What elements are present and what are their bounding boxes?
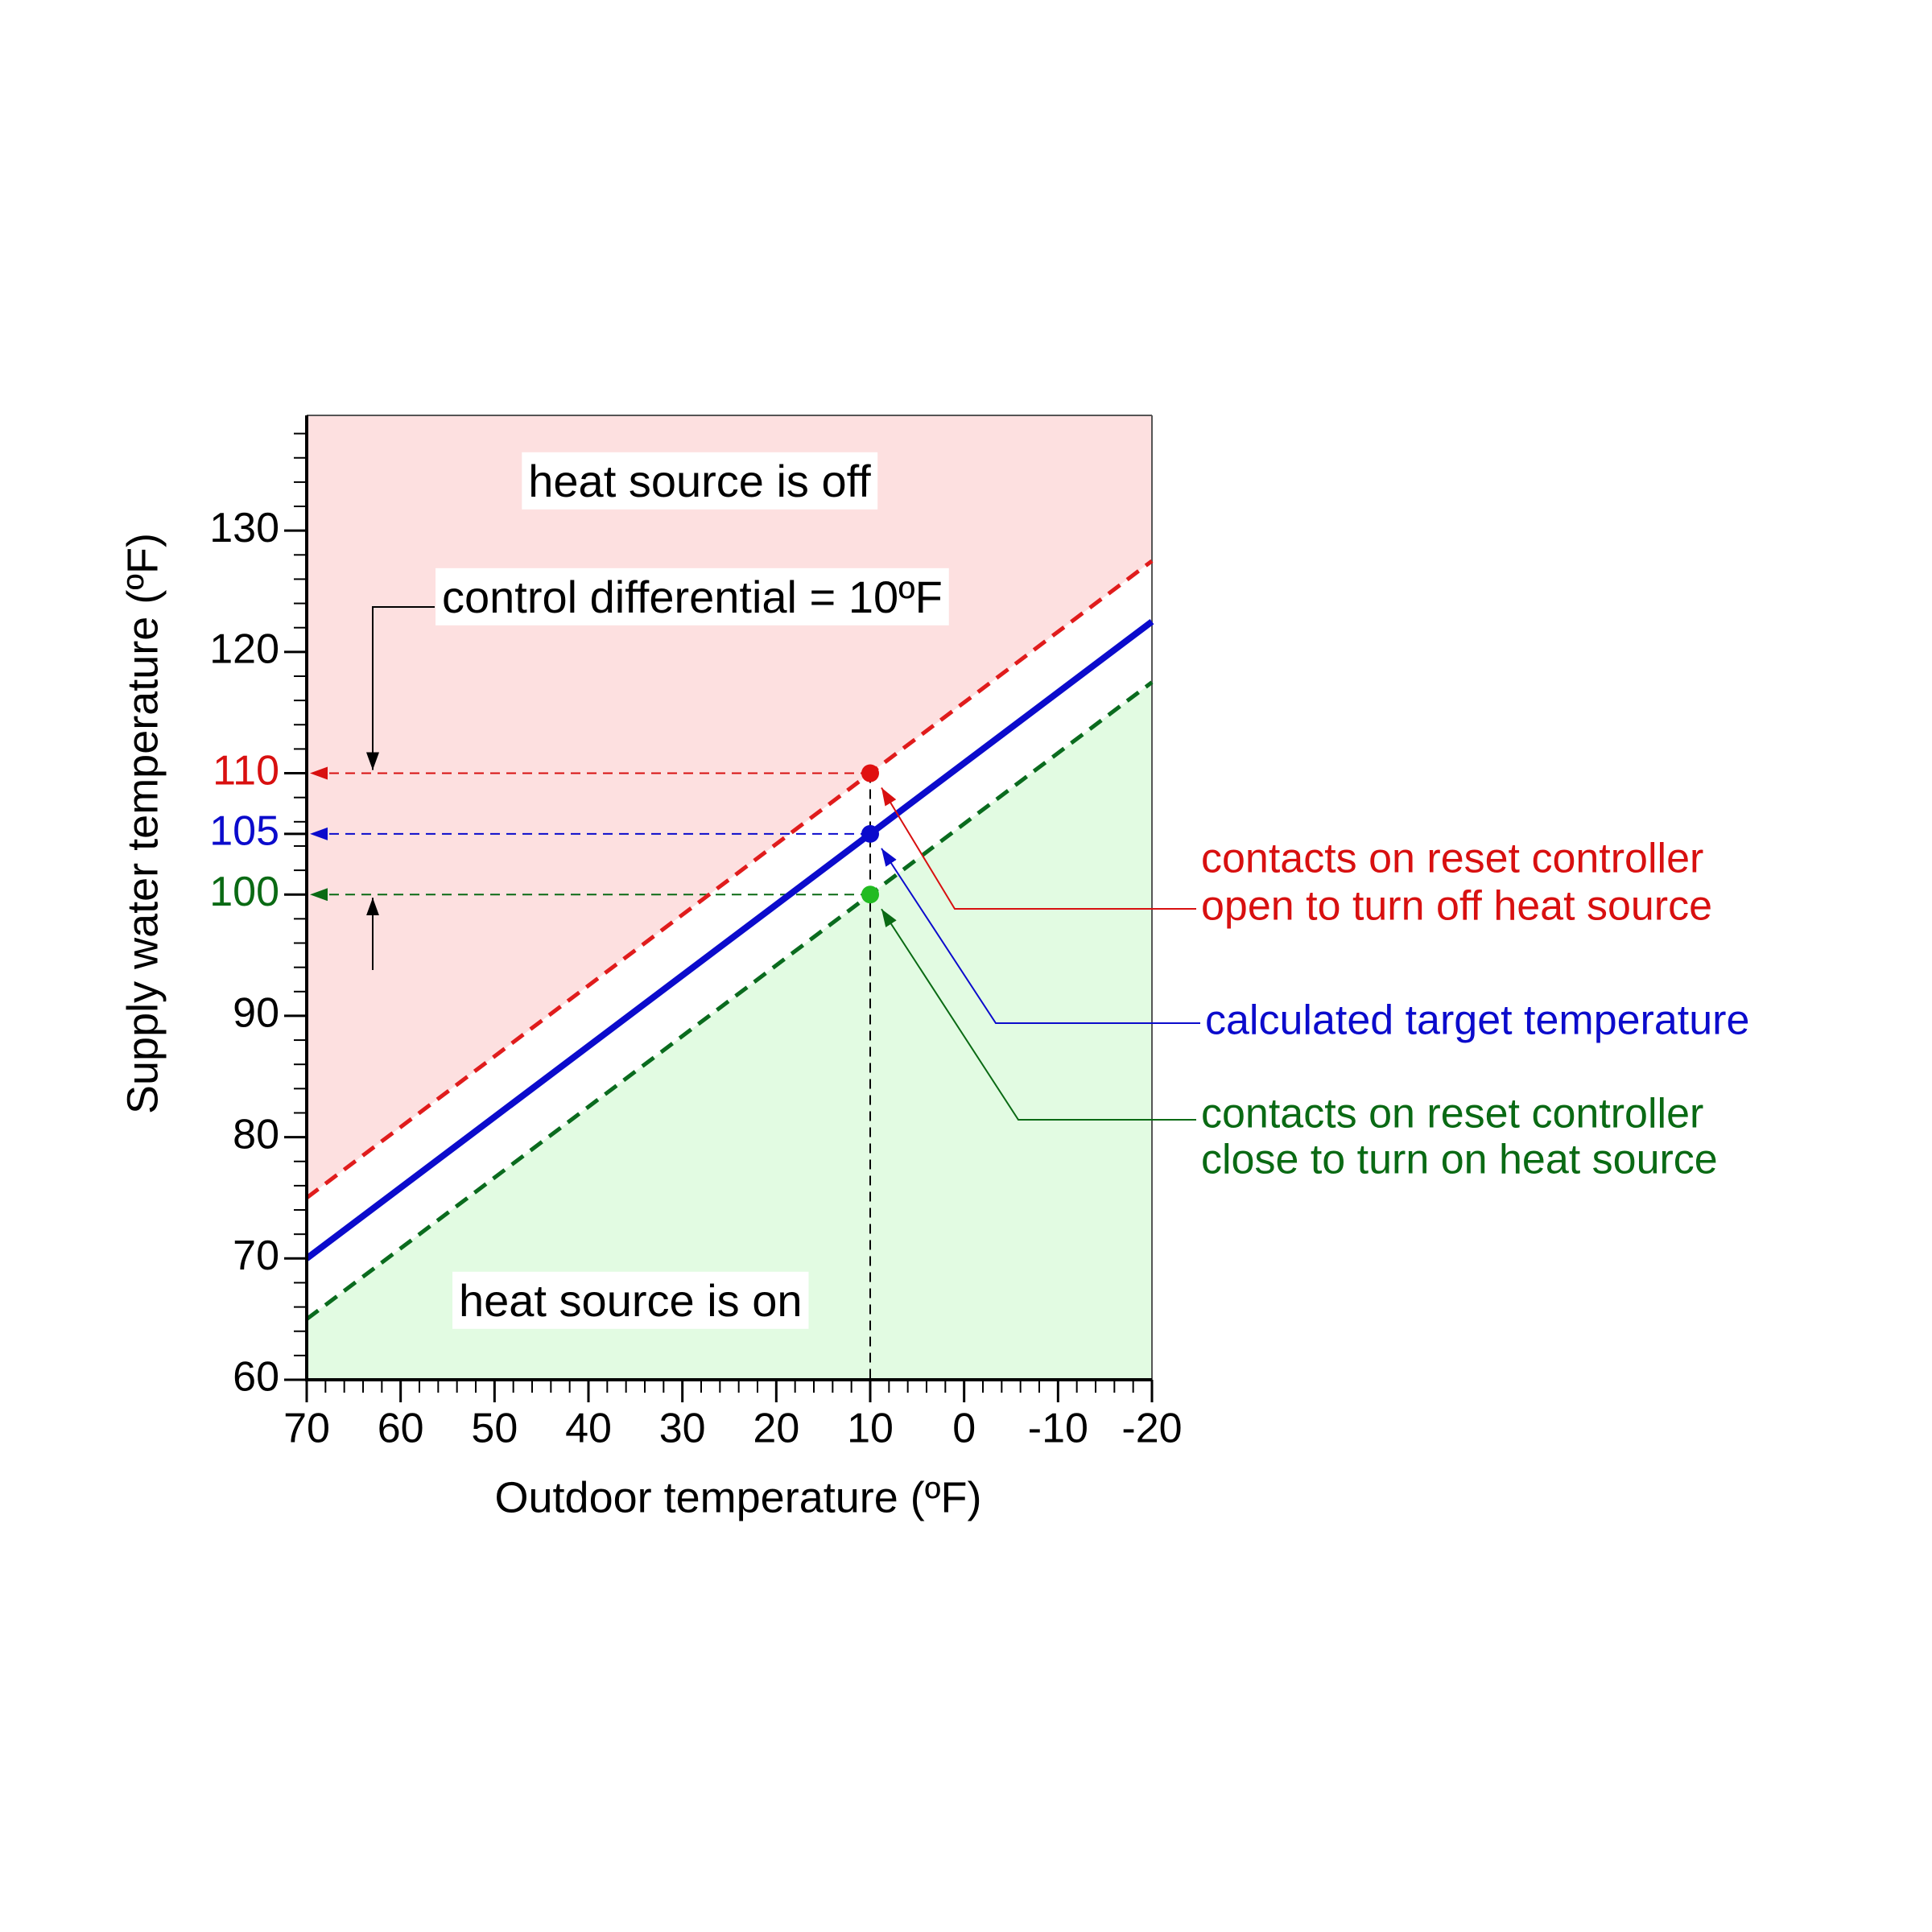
annotation-box [452,1271,809,1329]
y-tick-label: 90 [233,990,279,1037]
x-tick-label: 40 [565,1406,612,1452]
x-tick-label: -20 [1121,1406,1182,1452]
x-tick-label: 0 [952,1406,976,1452]
region-fill [307,682,1152,1380]
y-tick-label: 80 [233,1111,279,1158]
annotation-leader [881,787,1196,910]
y-tick-label: 105 [209,808,279,855]
annotation-line: open to turn off heat source [1201,883,1712,930]
series-line [305,559,1154,1199]
annotation-line: contacts on reset controller [1201,1091,1703,1137]
point [861,764,879,782]
series-line [304,618,1154,1261]
annotation-box [436,568,949,625]
annotation-line: calculated target temperature [1205,997,1749,1044]
x-tick-label: 50 [471,1406,518,1452]
series-line [305,680,1154,1321]
point [861,824,879,843]
point [861,886,879,904]
x-tick-label: 30 [659,1406,706,1452]
y-axis-title: Supply water temperature (ºF) [118,533,167,1114]
y-tick-label: 60 [233,1354,279,1401]
annotation-line: close to turn on heat source [1201,1137,1718,1183]
annotation-leader [366,606,435,770]
annotation: heat source is off [528,456,871,506]
y-tick-label: 100 [209,869,279,915]
x-axis-title: Outdoor temperature (ºF) [495,1473,982,1521]
x-tick-label: 20 [753,1406,799,1452]
y-tick-label: 130 [209,505,279,551]
y-tick-label: 110 [213,747,279,794]
x-tick-label: 70 [283,1406,330,1452]
annotation-leader [881,908,1196,1121]
x-tick-label: 10 [847,1406,894,1452]
annotation-box [522,452,878,510]
annotation-leader [881,848,1200,1024]
annotation-line: contacts on reset controller [1201,836,1703,882]
x-tick-label: -10 [1028,1406,1088,1452]
y-tick-label: 70 [233,1232,279,1279]
annotation: control differential = 10ºF [442,572,943,622]
x-tick-label: 60 [378,1406,424,1452]
y-tick-label: 120 [209,626,279,673]
annotation: heat source is on [459,1275,802,1326]
